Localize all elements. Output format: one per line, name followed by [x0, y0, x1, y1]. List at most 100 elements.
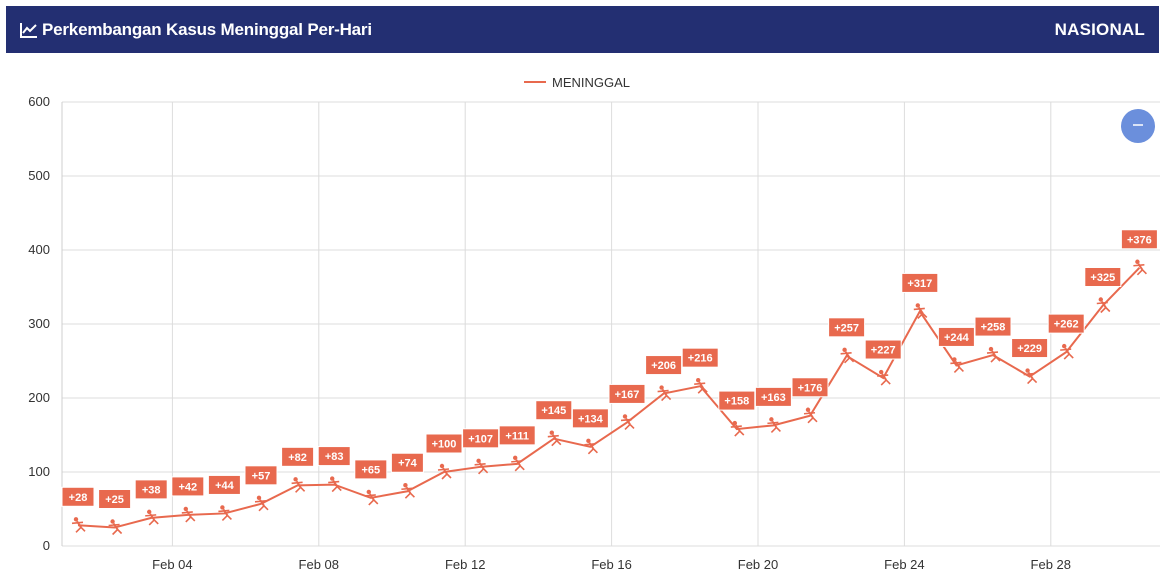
- x-tick-label: Feb 08: [299, 557, 339, 572]
- y-tick-label: 300: [28, 316, 50, 331]
- data-point-marker[interactable]: [547, 430, 562, 447]
- data-label-box: [718, 390, 756, 411]
- data-point-marker[interactable]: [840, 347, 855, 364]
- data-point-marker[interactable]: [401, 483, 415, 499]
- line-chart-icon: [20, 22, 37, 38]
- data-point-marker[interactable]: [145, 509, 159, 526]
- data-label-box: [754, 386, 792, 407]
- data-label-box: [645, 355, 683, 376]
- zoom-out-button[interactable]: [1121, 109, 1155, 143]
- data-label: +83: [325, 451, 344, 463]
- data-label-box: [171, 476, 205, 497]
- data-label: +244: [944, 332, 970, 344]
- data-label-box: [608, 383, 646, 404]
- data-label: +28: [69, 492, 88, 504]
- legend-label[interactable]: MENINGGAL: [552, 75, 630, 90]
- data-point-marker[interactable]: [364, 489, 379, 506]
- data-label-box: [207, 474, 241, 495]
- data-point-marker[interactable]: [437, 463, 452, 480]
- data-label: +111: [505, 430, 529, 442]
- chart-title: Perkembangan Kasus Meninggal Per-Hari: [42, 19, 372, 39]
- data-point-marker[interactable]: [803, 407, 818, 424]
- data-label: +44: [215, 480, 235, 492]
- data-label-box: [244, 465, 278, 486]
- data-point-marker[interactable]: [1133, 259, 1147, 276]
- data-point-marker[interactable]: [108, 519, 123, 536]
- data-label-box: [390, 452, 424, 473]
- data-label-box: [134, 479, 168, 500]
- data-point-marker[interactable]: [767, 417, 781, 433]
- y-tick-label: 0: [43, 538, 50, 553]
- x-tick-label: Feb 20: [738, 557, 778, 572]
- data-label-box: [535, 400, 573, 421]
- data-label: +229: [1017, 343, 1042, 355]
- data-label: +325: [1090, 272, 1115, 284]
- data-point-marker[interactable]: [877, 369, 891, 386]
- data-point-marker[interactable]: [511, 455, 525, 472]
- data-label: +206: [651, 360, 676, 372]
- data-label: +134: [578, 413, 604, 425]
- data-label: +38: [142, 484, 161, 496]
- data-point-marker[interactable]: [694, 377, 708, 394]
- y-tick-label: 400: [28, 242, 50, 257]
- line-chart: 0 100 200 300 400 500 600 Feb 04 Feb 08 Feb 12 Feb…: [28, 75, 1160, 572]
- data-label-box: [281, 446, 315, 467]
- data-label: +167: [615, 389, 640, 401]
- scope-label: NASIONAL: [1054, 19, 1145, 39]
- data-label-box: [1084, 267, 1122, 287]
- data-label: +107: [468, 433, 493, 445]
- data-point-marker[interactable]: [657, 385, 672, 402]
- data-point-marker[interactable]: [620, 414, 635, 430]
- title-group: Perkembangan Kasus Meninggal Per-Hari: [20, 20, 372, 40]
- data-label-box: [828, 317, 866, 338]
- data-point-marker[interactable]: [986, 346, 1001, 363]
- data-label: +216: [688, 353, 713, 365]
- data-point-marker[interactable]: [1096, 297, 1111, 314]
- data-label: +74: [398, 458, 418, 470]
- y-tick-label: 600: [28, 94, 50, 109]
- data-point-marker[interactable]: [730, 420, 745, 437]
- series-line-meninggal: [77, 267, 1141, 529]
- data-point-marker[interactable]: [474, 458, 489, 475]
- data-label: +82: [288, 452, 307, 464]
- data-label: +65: [361, 464, 380, 476]
- x-tick-label: Feb 16: [591, 557, 631, 572]
- data-label-box: [1047, 313, 1085, 334]
- data-point-marker[interactable]: [218, 505, 232, 522]
- data-point-marker[interactable]: [913, 303, 928, 319]
- data-label: +257: [834, 322, 859, 334]
- data-label-box: [791, 377, 829, 398]
- data-label-box: [498, 425, 536, 446]
- data-label-box: [425, 433, 463, 454]
- data-label-box: [1011, 338, 1049, 359]
- data-label: +258: [981, 322, 1006, 334]
- data-label: +57: [252, 470, 271, 482]
- data-label-box: [937, 326, 975, 347]
- data-label-box: [974, 316, 1012, 337]
- data-label-box: [571, 408, 609, 429]
- data-point-marker[interactable]: [291, 477, 306, 493]
- data-label: +42: [178, 481, 197, 493]
- data-point-marker[interactable]: [328, 476, 342, 493]
- data-label: +25: [105, 494, 124, 506]
- data-point-marker[interactable]: [1023, 368, 1038, 385]
- x-tick-label: Feb 24: [884, 557, 924, 572]
- data-label-box: [1120, 229, 1158, 250]
- data-label: +317: [907, 278, 932, 290]
- y-tick-label: 100: [28, 464, 50, 479]
- data-point-marker[interactable]: [1060, 343, 1074, 360]
- data-point-marker[interactable]: [950, 357, 964, 374]
- data-label: +158: [724, 396, 749, 408]
- data-point-marker[interactable]: [584, 438, 598, 455]
- x-tick-label: Feb 04: [152, 557, 192, 572]
- data-point-marker[interactable]: [254, 495, 269, 512]
- data-label-box: [681, 347, 719, 368]
- data-point-marker[interactable]: [181, 506, 196, 523]
- data-label-box: [354, 459, 388, 480]
- data-label-box: [901, 272, 939, 293]
- data-point-marker[interactable]: [71, 517, 86, 533]
- data-label: +145: [541, 405, 566, 417]
- x-tick-label: Feb 12: [445, 557, 485, 572]
- data-label-box: [462, 428, 500, 449]
- x-tick-label: Feb 28: [1031, 557, 1071, 572]
